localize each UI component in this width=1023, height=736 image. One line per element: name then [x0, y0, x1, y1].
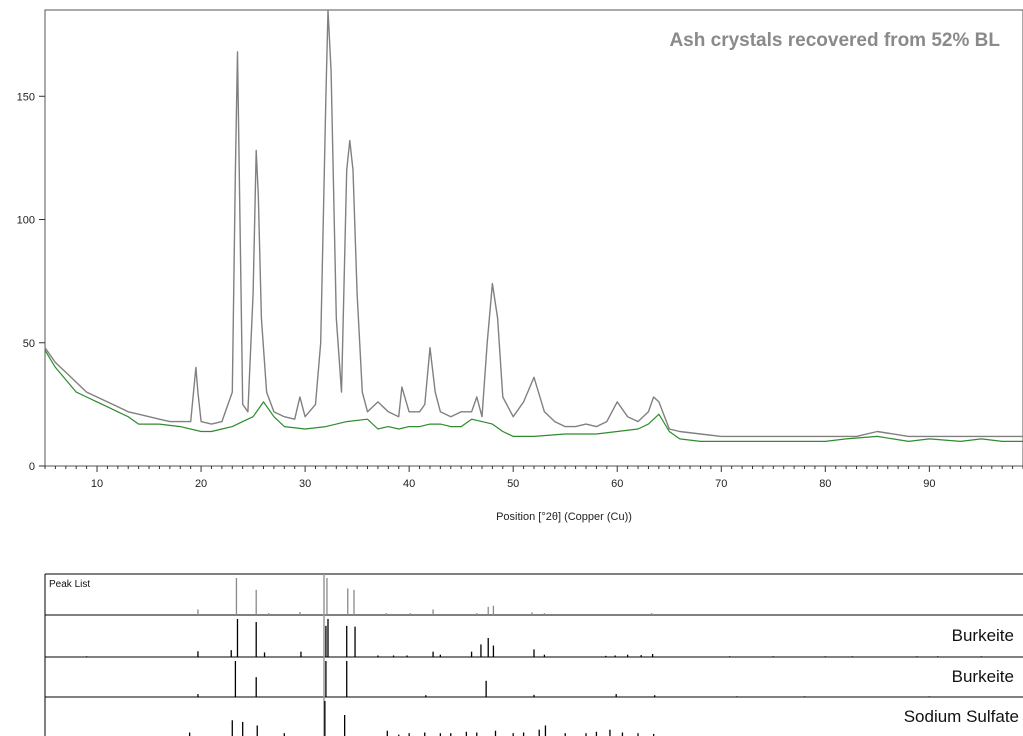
series-layer — [44, 9, 1023, 442]
x-tick-label: 10 — [91, 478, 103, 490]
y-tick-label: 150 — [17, 91, 35, 103]
y-axis: 0 50 100 150 — [17, 91, 45, 473]
x-axis: 10 20 30 40 50 60 70 80 90 — [44, 466, 1023, 490]
diffractogram-line — [44, 9, 1023, 438]
x-tick-label: 80 — [819, 478, 831, 490]
chart-title: Ash crystals recovered from 52% BL — [669, 30, 1000, 51]
x-tick-label: 90 — [923, 478, 935, 490]
sodium-sulfate-label: Sodium Sulfate — [904, 707, 1019, 726]
sticks-layer — [85, 578, 983, 736]
peak-list-label: Peak List — [49, 579, 90, 590]
burkeite-label-2: Burkeite — [952, 667, 1014, 686]
x-tick-label: 70 — [715, 478, 727, 490]
y-tick-label: 0 — [29, 461, 35, 473]
plot-frame — [44, 9, 1023, 467]
x-tick-label: 60 — [611, 478, 623, 490]
main-diffractogram: 0 50 100 150 10 20 30 40 50 60 70 80 90 Ash crystal… — [17, 9, 1023, 523]
background-line — [44, 349, 1023, 442]
x-axis-title: Position [°2θ] (Copper (Cu)) — [496, 511, 632, 523]
burkeite-label-1: Burkeite — [952, 626, 1014, 645]
y-tick-label: 100 — [17, 215, 35, 227]
x-tick-label: 20 — [195, 478, 207, 490]
y-tick-label: 50 — [23, 338, 35, 350]
reference-panels: Peak List Burkeite Burkeite Sodium Sulfa… — [44, 573, 1023, 736]
x-tick-label: 30 — [299, 478, 311, 490]
x-tick-label: 40 — [403, 478, 415, 490]
x-tick-label: 50 — [507, 478, 519, 490]
